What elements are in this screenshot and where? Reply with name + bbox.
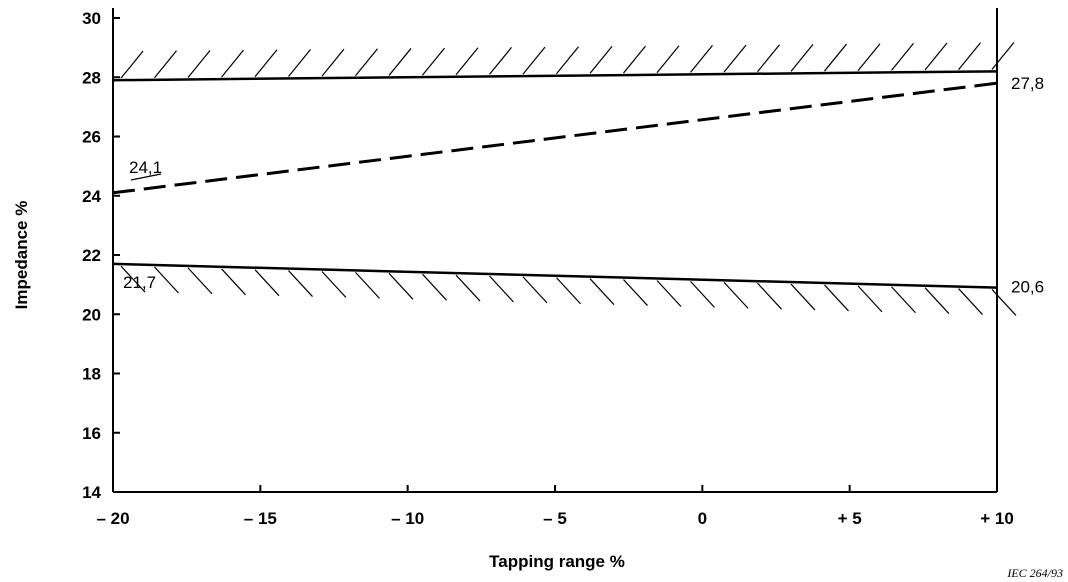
hatch-mark	[857, 43, 881, 72]
hatch-mark	[824, 43, 847, 72]
x-tick-label: – 5	[543, 509, 567, 528]
hatch-mark	[187, 50, 211, 78]
value-annotation: 20,6	[1011, 278, 1044, 297]
hatch-mark	[556, 277, 581, 305]
hatch-mark	[991, 41, 1015, 70]
annotation-leader	[130, 173, 162, 181]
hatch-mark	[422, 47, 445, 76]
y-tick-label: 18	[82, 365, 101, 384]
x-tick-label: – 15	[244, 509, 277, 528]
hatch-mark	[321, 271, 347, 298]
y-tick-label: 16	[82, 424, 101, 443]
y-tick-label: 26	[82, 128, 101, 147]
hatch-mark	[489, 275, 514, 303]
series-line-1	[112, 70, 998, 82]
x-tick-label: – 20	[96, 509, 129, 528]
hatch-mark	[422, 273, 447, 301]
hatch-mark	[388, 272, 414, 300]
hatch-mark	[254, 269, 280, 297]
hatch-mark	[924, 42, 948, 71]
hatch-mark	[120, 265, 146, 293]
hatch-mark	[690, 280, 715, 308]
hatch-marks	[120, 41, 1017, 316]
hatch-mark	[355, 271, 380, 299]
hatch-mark	[958, 288, 983, 315]
hatch-mark	[522, 46, 546, 75]
hatch-mark	[522, 276, 548, 304]
y-tick-label: 20	[82, 305, 101, 324]
hatch-mark	[455, 47, 479, 76]
hatch-mark	[120, 50, 144, 79]
hatch-mark	[790, 283, 816, 311]
tick-labels: 14 16 18 20 22 24 26 28 30 – 20 – 15 – 10 – 5 0 + 5 + 1…	[82, 9, 1014, 528]
hatch-mark	[187, 267, 213, 295]
hatch-mark	[288, 270, 313, 297]
hatch-mark	[824, 284, 849, 312]
series-group	[112, 70, 998, 289]
hatch-mark	[154, 50, 177, 79]
value-annotation: 24,1	[129, 158, 162, 177]
hatch-mark	[656, 280, 682, 307]
value-annotation: 27,8	[1011, 74, 1044, 93]
hatch-mark	[757, 282, 782, 310]
hatch-mark	[154, 266, 179, 294]
hatch-mark	[489, 47, 512, 75]
x-tick-label: + 5	[838, 509, 862, 528]
x-tick-label: 0	[698, 509, 707, 528]
ticks	[112, 17, 998, 493]
x-tick-label: – 10	[391, 509, 424, 528]
annotations: 24,1 21,7 27,8 20,6	[123, 74, 1044, 296]
value-annotation: 21,7	[123, 273, 156, 292]
y-tick-label: 24	[82, 187, 101, 206]
figure-reference: IEC 264/93	[1006, 566, 1063, 580]
hatch-mark	[857, 285, 883, 313]
hatch-mark	[221, 268, 246, 296]
hatch-mark	[589, 278, 615, 306]
hatch-mark	[656, 45, 680, 74]
hatch-mark	[556, 46, 579, 75]
hatch-mark	[589, 46, 613, 74]
hatch-mark	[388, 48, 412, 76]
hatch-mark	[254, 49, 278, 78]
hatch-mark	[790, 44, 814, 72]
hatch-mark	[623, 45, 646, 74]
series-line-3	[112, 262, 998, 289]
x-axis-title: Tapping range %	[489, 552, 625, 571]
y-tick-label: 14	[82, 483, 101, 502]
y-tick-label: 28	[82, 68, 101, 87]
hatch-mark	[221, 49, 244, 78]
y-tick-label: 22	[82, 246, 101, 265]
hatch-mark	[757, 44, 780, 73]
hatch-mark	[355, 48, 378, 77]
hatch-mark	[321, 48, 345, 77]
y-tick-label: 30	[82, 9, 101, 28]
hatch-mark	[690, 45, 713, 73]
hatch-mark	[623, 279, 648, 306]
hatch-mark	[288, 49, 311, 77]
y-axis-title: Impedance %	[12, 201, 31, 310]
x-tick-label: + 10	[980, 509, 1014, 528]
hatch-mark	[924, 287, 950, 315]
hatch-mark	[891, 286, 916, 314]
hatch-mark	[723, 44, 747, 73]
hatch-mark	[723, 281, 749, 309]
hatch-mark	[958, 42, 981, 71]
axes	[112, 8, 998, 493]
hatch-mark	[891, 43, 914, 71]
series-line-2	[112, 81, 998, 195]
hatch-mark	[455, 274, 481, 302]
